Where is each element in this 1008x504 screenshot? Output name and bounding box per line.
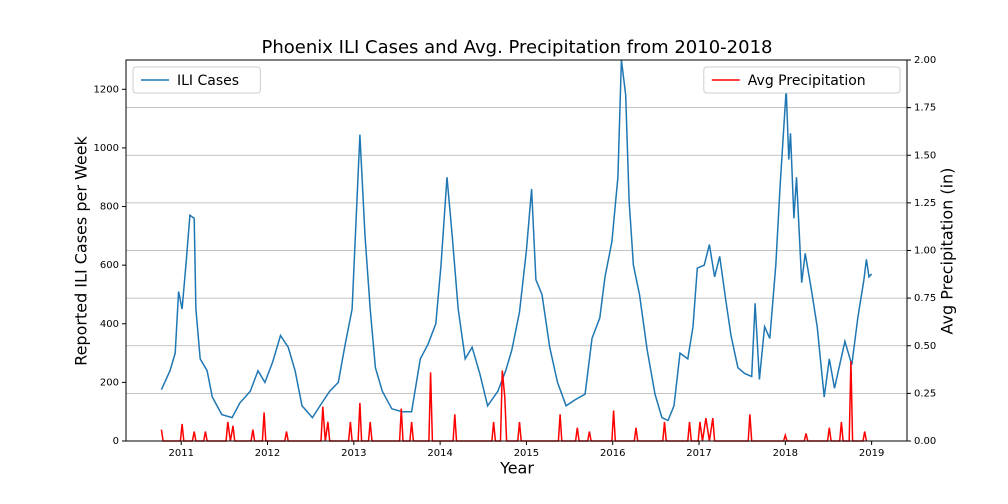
- y2-tick-label: 1.75: [914, 103, 936, 114]
- legend: ILI Cases: [132, 66, 261, 94]
- x-axis-label: Year: [499, 459, 534, 478]
- data-line: [160, 59, 873, 422]
- x-tick-label: 2017: [686, 448, 711, 459]
- y-tick-label: 200: [100, 377, 119, 388]
- x-tick-label: 2016: [600, 448, 625, 459]
- y-tick-label: 800: [100, 202, 119, 213]
- legend-box: [132, 66, 261, 94]
- y-tick-label: 1000: [94, 143, 119, 154]
- y2-tick-label: 1.50: [914, 150, 936, 161]
- y-axis-label: Reported ILI Cases per Week: [72, 135, 91, 365]
- y2-tick-label: 0.25: [914, 388, 936, 399]
- legend-label: Avg Precipitation: [748, 73, 866, 89]
- y2-tick-label: 0.00: [914, 436, 936, 447]
- x-tick-label: 2019: [859, 448, 884, 459]
- y2-tick-label: 0.75: [914, 293, 936, 304]
- y-tick-label: 1200: [94, 84, 119, 95]
- y2-tick-label: 0.50: [914, 341, 936, 352]
- y2-axis-label: Avg Precipitation (in): [938, 168, 957, 335]
- legend-box: [703, 66, 901, 94]
- x-tick-label: 2015: [514, 448, 539, 459]
- y2-tick-label: 1.25: [914, 198, 936, 209]
- y2-tick-label: 1.00: [914, 246, 936, 257]
- y-tick-label: 600: [100, 260, 119, 271]
- plot-frame: [125, 59, 908, 442]
- y-tick-label: 0: [113, 436, 119, 447]
- legend: Avg Precipitation: [703, 66, 901, 94]
- x-tick-label: 2014: [427, 448, 452, 459]
- x-tick-label: 2011: [169, 448, 194, 459]
- x-tick-label: 2013: [341, 448, 366, 459]
- y-tick-label: 400: [100, 319, 119, 330]
- chart-title: Phoenix ILI Cases and Avg. Precipitation…: [262, 37, 773, 58]
- x-tick-label: 2012: [255, 448, 280, 459]
- y2-tick-label: 2.00: [914, 55, 936, 66]
- legend-label: ILI Cases: [177, 73, 239, 89]
- x-tick-label: 2018: [773, 448, 798, 459]
